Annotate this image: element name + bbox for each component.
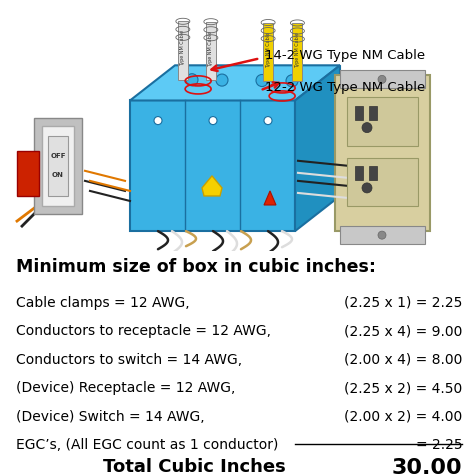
Bar bbox=[263, 23, 273, 81]
Text: = 2.25: = 2.25 bbox=[416, 438, 462, 452]
Circle shape bbox=[209, 117, 217, 125]
Bar bbox=[347, 158, 418, 206]
Bar bbox=[335, 75, 430, 231]
Text: (Device) Switch = 14 AWG,: (Device) Switch = 14 AWG, bbox=[17, 410, 205, 424]
Circle shape bbox=[264, 117, 272, 125]
Bar bbox=[355, 166, 363, 180]
Bar bbox=[130, 100, 295, 231]
Text: Type NM Cable: Type NM Cable bbox=[181, 30, 185, 66]
Text: Minimum size of box in cubic inches:: Minimum size of box in cubic inches: bbox=[17, 258, 376, 276]
Bar bbox=[369, 166, 377, 180]
Circle shape bbox=[286, 75, 298, 87]
Bar bbox=[17, 151, 39, 196]
Text: 12-2 WG Type NM Cable: 12-2 WG Type NM Cable bbox=[265, 81, 425, 94]
Circle shape bbox=[216, 74, 228, 86]
Text: ON: ON bbox=[52, 173, 64, 178]
Text: (Device) Receptacle = 12 AWG,: (Device) Receptacle = 12 AWG, bbox=[17, 381, 236, 395]
Circle shape bbox=[154, 117, 162, 125]
Bar bbox=[292, 23, 302, 81]
Text: (2.25 x 1) = 2.25: (2.25 x 1) = 2.25 bbox=[344, 296, 462, 310]
Bar bbox=[34, 118, 82, 214]
Text: (2.25 x 2) = 4.50: (2.25 x 2) = 4.50 bbox=[344, 381, 462, 395]
Bar bbox=[48, 136, 68, 196]
Text: OFF: OFF bbox=[50, 153, 66, 159]
Text: Type NM Cable: Type NM Cable bbox=[295, 32, 300, 68]
Text: Cable clamps = 12 AWG,: Cable clamps = 12 AWG, bbox=[17, 296, 190, 310]
Bar bbox=[369, 106, 377, 119]
Text: Conductors to switch = 14 AWG,: Conductors to switch = 14 AWG, bbox=[17, 353, 243, 367]
Text: (2.00 x 4) = 8.00: (2.00 x 4) = 8.00 bbox=[344, 353, 462, 367]
Text: 14-2 WG Type NM Cable: 14-2 WG Type NM Cable bbox=[265, 49, 425, 62]
Circle shape bbox=[362, 183, 372, 193]
Bar bbox=[347, 98, 418, 146]
Circle shape bbox=[378, 75, 386, 83]
Circle shape bbox=[378, 231, 386, 239]
Polygon shape bbox=[130, 65, 340, 100]
Polygon shape bbox=[295, 65, 340, 231]
Text: (2.25 x 4) = 9.00: (2.25 x 4) = 9.00 bbox=[344, 324, 462, 338]
Bar bbox=[42, 126, 74, 206]
Text: Total Cubic Inches: Total Cubic Inches bbox=[102, 458, 285, 474]
Bar bbox=[340, 70, 425, 89]
Text: EGC’s, (All EGC count as 1 conductor): EGC’s, (All EGC count as 1 conductor) bbox=[17, 438, 279, 452]
Text: Type NM Cable: Type NM Cable bbox=[209, 31, 213, 67]
Text: 30.00: 30.00 bbox=[392, 458, 462, 474]
Bar bbox=[178, 21, 188, 80]
Polygon shape bbox=[202, 176, 222, 196]
Circle shape bbox=[256, 74, 268, 87]
Bar bbox=[355, 106, 363, 119]
Text: Type NM Cable: Type NM Cable bbox=[265, 32, 271, 68]
Bar bbox=[340, 226, 425, 244]
Polygon shape bbox=[264, 191, 276, 205]
Text: (2.00 x 2) = 4.00: (2.00 x 2) = 4.00 bbox=[344, 410, 462, 424]
Circle shape bbox=[362, 123, 372, 133]
Bar bbox=[206, 22, 216, 80]
Text: Conductors to receptacle = 12 AWG,: Conductors to receptacle = 12 AWG, bbox=[17, 324, 272, 338]
Circle shape bbox=[186, 74, 198, 86]
